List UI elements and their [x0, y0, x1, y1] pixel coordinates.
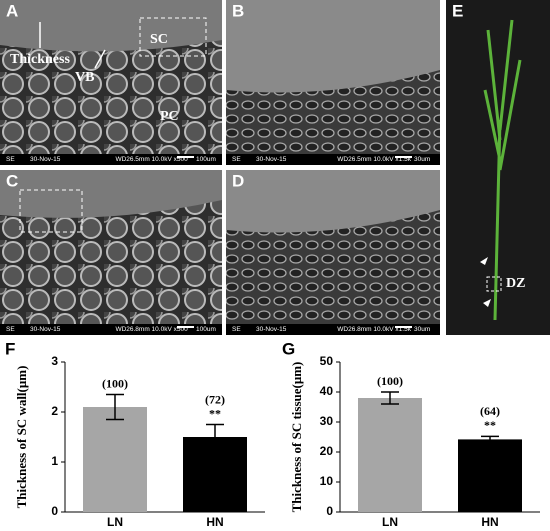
y-tick-label: 2 [51, 404, 58, 418]
annotation: SC [150, 32, 168, 47]
sem-surface [0, 0, 222, 52]
sem-info: 30-Nov-15 [30, 326, 61, 333]
sem-surface [0, 170, 222, 218]
box [139, 17, 207, 57]
box [486, 276, 502, 292]
y-tick-label: 10 [320, 474, 334, 488]
relative-label: (72) [205, 392, 225, 406]
error-bar [106, 393, 124, 421]
relative-label: (100) [377, 374, 403, 388]
sem-info: SE [6, 326, 15, 333]
sem-surface [226, 170, 440, 233]
sem-info: 100um [196, 156, 216, 163]
bar [458, 439, 522, 512]
sem-info: 30-Nov-15 [256, 156, 287, 163]
sem-info: 30-Nov-15 [30, 156, 61, 163]
error-bar [206, 423, 224, 451]
y-tick-label: 3 [51, 354, 58, 368]
panel-label: A [6, 1, 18, 20]
bar [358, 398, 422, 512]
panel-label: G [282, 339, 295, 358]
y-tick-label: 0 [326, 504, 333, 518]
relative-label: (64) [480, 404, 500, 418]
annotation: Thickness [10, 52, 70, 67]
plant [483, 19, 522, 321]
sem-info: WD26.8mm 10.0kV x500 [115, 326, 188, 333]
significance: ** [484, 418, 496, 432]
y-tick-label: 1 [51, 454, 58, 468]
sem-info: SE [6, 156, 15, 163]
y-axis-label: Thickness of SC tissue(μm) [289, 362, 304, 513]
y-tick-label: 30 [320, 414, 334, 428]
error-bar [481, 435, 499, 444]
sem-info: 30um [414, 156, 430, 163]
panel-label: D [232, 171, 244, 190]
sem-info: SE [232, 326, 241, 333]
info-bar [0, 324, 222, 335]
x-tick-label: LN [382, 515, 398, 529]
y-tick-label: 20 [320, 444, 334, 458]
error-bar [381, 391, 399, 405]
micrographs [0, 0, 550, 335]
annotation: PC [160, 109, 179, 124]
annotation: DZ [506, 276, 525, 291]
relative-label: (100) [102, 376, 128, 390]
sem-info: WD26.8mm 10.0kV x1.5k [337, 326, 411, 333]
panel-label: F [5, 339, 15, 358]
bar [83, 407, 147, 512]
significance: ** [209, 406, 221, 420]
sem-info: 30um [414, 326, 430, 333]
arrow [94, 49, 106, 69]
sem-surface [226, 0, 440, 93]
y-tick-label: 50 [320, 354, 334, 368]
x-tick-label: LN [107, 515, 123, 529]
sem-info: WD26.5mm 10.0kV x1.5k [337, 156, 411, 163]
panel-label: C [6, 171, 18, 190]
panel-label: E [452, 1, 463, 20]
annotation: VB [75, 70, 94, 85]
y-tick-label: 40 [320, 384, 334, 398]
sem-info: 30-Nov-15 [256, 326, 287, 333]
y-tick-label: 0 [51, 504, 58, 518]
info-bar [226, 154, 440, 165]
sem-info: 100um [196, 326, 216, 333]
info-bar [0, 154, 222, 165]
sem-info: WD26.5mm 10.0kV x500 [115, 156, 188, 163]
x-tick-label: HN [481, 515, 498, 529]
arrowheads [480, 257, 491, 307]
sem-info: SE [232, 156, 241, 163]
x-tick-label: HN [206, 515, 223, 529]
panel-label: B [232, 1, 244, 20]
box [19, 189, 83, 233]
y-axis-label: Thickness of SC wall(μm) [14, 366, 29, 509]
info-bar [226, 324, 440, 335]
